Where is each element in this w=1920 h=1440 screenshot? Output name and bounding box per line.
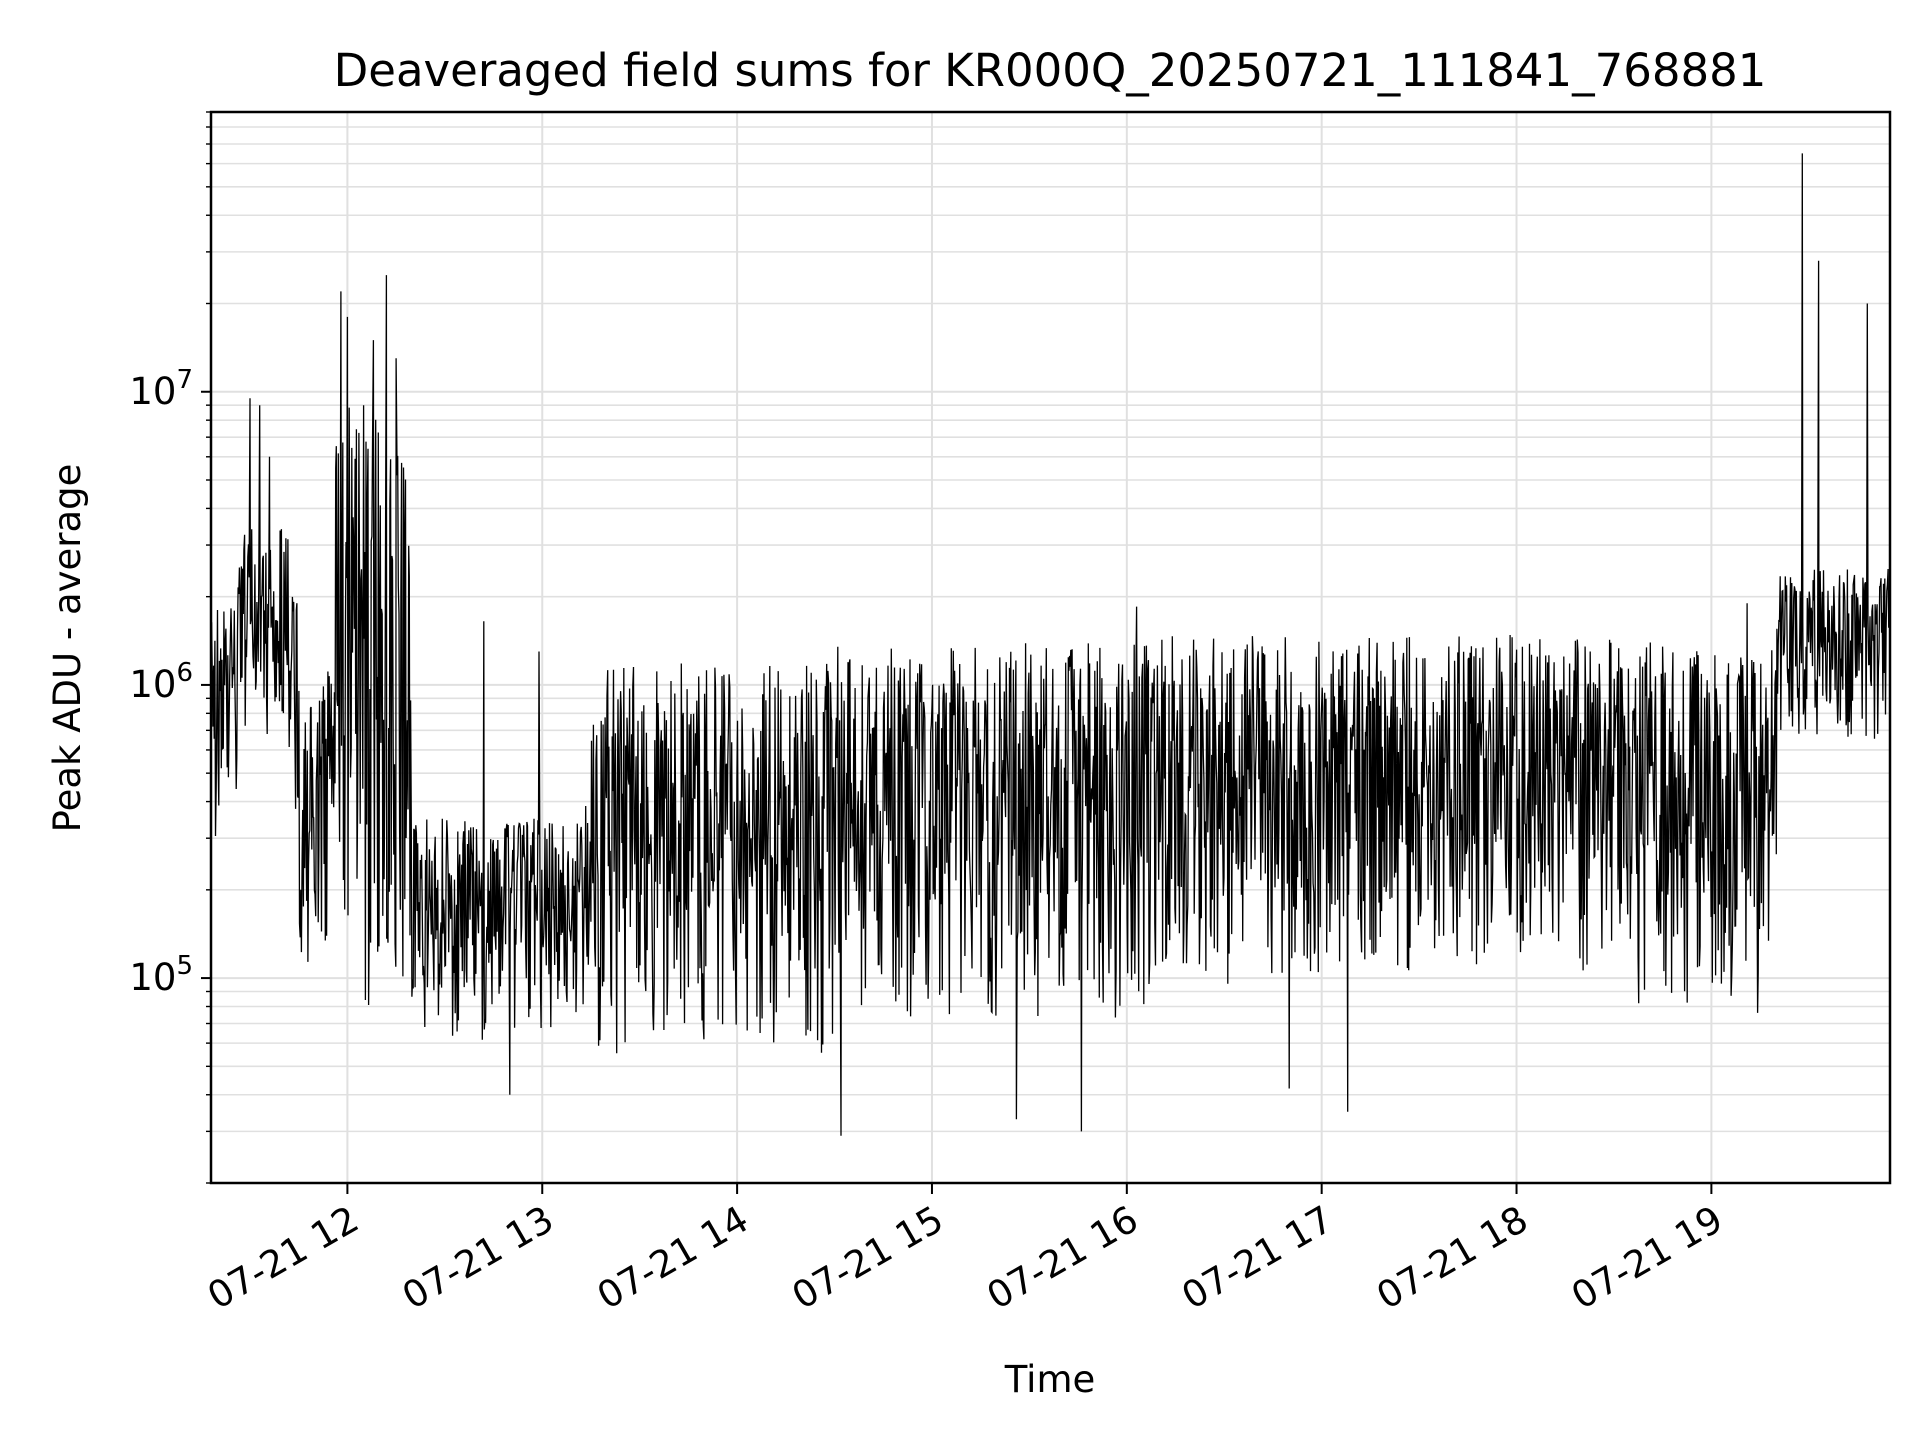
y-tick-base: 10: [129, 370, 176, 413]
series-path: [210, 153, 1891, 1136]
y-axis-label: Peak ADU - average: [46, 464, 89, 833]
plot-frame: [209, 110, 1892, 1185]
y-tick-label: 107: [129, 365, 193, 413]
y-tick-exponent: 7: [176, 365, 193, 395]
y-tick-exponent: 5: [176, 951, 193, 981]
series-line: [210, 153, 1891, 1136]
y-tick-exponent: 6: [176, 658, 193, 688]
y-tick-base: 10: [129, 956, 176, 999]
x-axis-label: Time: [1004, 1358, 1096, 1401]
y-tick-base: 10: [129, 663, 176, 706]
y-tick-label: 106: [129, 658, 193, 706]
chart-title: Deaveraged field sums for KR000Q_2025072…: [334, 44, 1767, 97]
y-tick-label: 105: [129, 951, 193, 999]
